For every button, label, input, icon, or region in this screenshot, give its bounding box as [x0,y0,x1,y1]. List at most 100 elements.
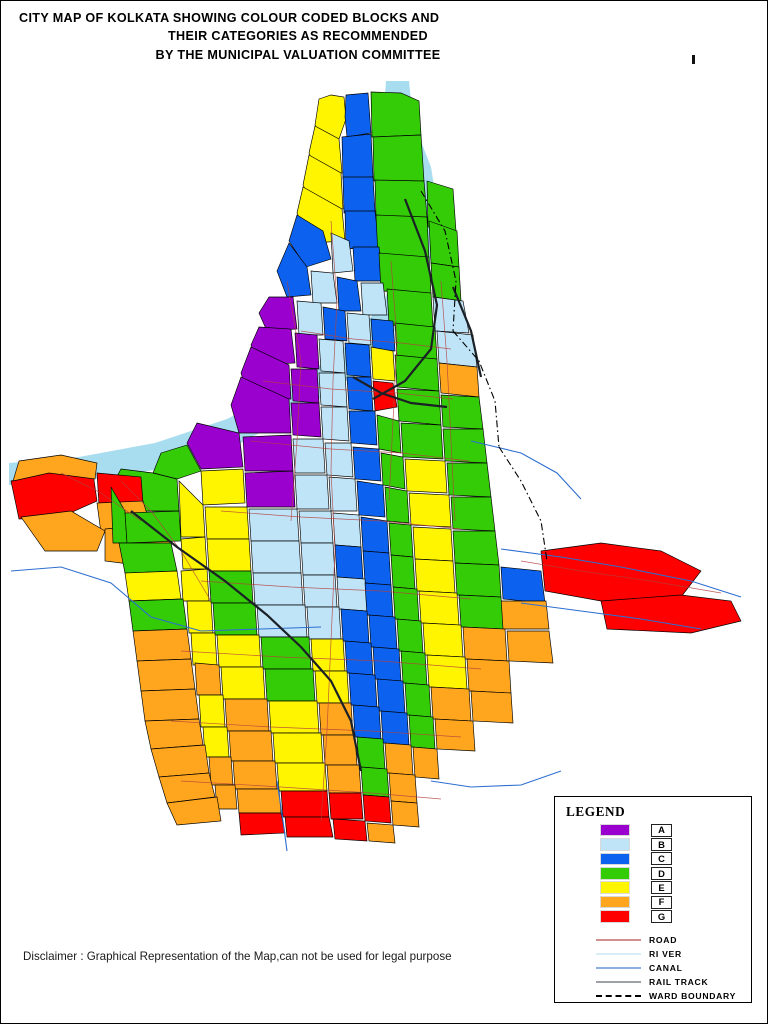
map-block[interactable] [370,318,396,352]
map-block[interactable] [374,179,428,218]
map-block[interactable] [422,622,464,658]
map-block[interactable] [540,542,702,602]
kolkata-map-svg[interactable] [1,81,767,941]
map-block[interactable] [412,746,440,780]
map-block[interactable] [352,446,382,482]
map-block[interactable] [326,764,362,794]
map-block[interactable] [404,458,448,494]
map-block[interactable] [384,486,410,524]
map-block[interactable] [378,252,432,294]
map-block[interactable] [314,670,350,704]
map-block[interactable] [150,744,210,778]
map-block[interactable] [344,92,372,138]
map-block[interactable] [450,496,496,532]
map-block[interactable] [600,594,742,634]
map-block[interactable] [500,566,546,604]
map-block[interactable] [341,133,374,180]
map-block[interactable] [400,650,428,686]
map-block[interactable] [342,176,376,214]
map-block[interactable] [396,618,424,654]
map-block[interactable] [466,658,512,694]
map-block[interactable] [230,376,292,434]
map-block[interactable] [186,422,244,470]
map-block[interactable] [360,516,390,554]
map-block[interactable] [380,452,406,490]
map-block[interactable] [198,694,226,728]
map-block[interactable] [362,794,392,824]
map-block[interactable] [376,414,402,454]
map-block[interactable] [390,554,416,590]
map-block[interactable] [412,526,454,562]
map-block[interactable] [206,538,252,572]
map-block[interactable] [380,710,410,746]
map-block[interactable] [322,734,358,766]
map-block[interactable] [328,476,358,512]
map-block[interactable] [320,406,350,442]
map-block[interactable] [332,512,362,548]
map-block[interactable] [118,542,178,574]
map-block[interactable] [368,614,398,650]
map-block[interactable] [140,688,200,722]
map-block[interactable] [396,388,442,426]
map-block[interactable] [288,214,332,268]
map-block[interactable] [352,704,382,740]
map-block[interactable] [404,682,432,718]
map-block[interactable] [462,626,508,662]
map-block[interactable] [336,276,362,312]
map-block[interactable] [408,714,436,750]
map-block[interactable] [276,242,312,298]
map-block[interactable] [128,598,188,632]
map-block[interactable] [318,338,346,374]
map-canvas[interactable] [1,81,767,941]
map-block[interactable] [344,210,380,250]
map-block[interactable] [414,558,456,594]
map-block[interactable] [242,434,294,472]
map-block[interactable] [300,542,336,576]
map-block[interactable] [284,816,334,838]
map-block[interactable] [144,718,204,750]
map-block[interactable] [344,342,372,378]
map-block[interactable] [346,312,372,346]
map-block[interactable] [202,726,230,758]
map-block[interactable] [272,732,324,764]
map-block[interactable] [294,332,320,370]
map-block[interactable] [294,474,330,510]
map-block[interactable] [310,270,338,304]
map-block[interactable] [334,544,364,580]
map-block[interactable] [12,454,98,482]
map-block[interactable] [430,686,472,722]
map-block[interactable] [236,788,282,814]
map-block[interactable] [200,468,246,506]
map-block[interactable] [298,510,334,544]
map-block[interactable] [330,232,354,274]
map-block[interactable] [454,562,502,598]
map-block[interactable] [264,668,316,702]
map-block[interactable] [216,634,262,668]
map-block[interactable] [390,800,420,828]
map-block[interactable] [470,690,514,724]
map-block[interactable] [386,288,434,328]
map-block[interactable] [260,636,312,670]
map-block[interactable] [336,576,368,612]
map-block[interactable] [302,574,338,608]
map-block[interactable] [292,438,326,474]
map-block[interactable] [364,582,394,618]
map-block[interactable] [434,718,476,752]
map-block[interactable] [452,530,500,566]
map-block[interactable] [362,550,392,586]
map-block[interactable] [136,658,196,692]
map-block[interactable] [324,442,354,478]
map-block[interactable] [332,818,368,842]
map-block[interactable] [394,322,438,360]
map-block[interactable] [360,282,388,316]
map-block[interactable] [296,300,324,336]
map-block[interactable] [352,246,384,282]
map-block[interactable] [442,428,488,464]
map-block[interactable] [348,410,378,446]
map-block[interactable] [310,638,346,672]
map-block[interactable] [166,796,222,826]
map-block[interactable] [370,346,396,382]
map-block[interactable] [408,492,452,528]
map-block[interactable] [124,570,182,602]
map-block[interactable] [370,91,422,138]
